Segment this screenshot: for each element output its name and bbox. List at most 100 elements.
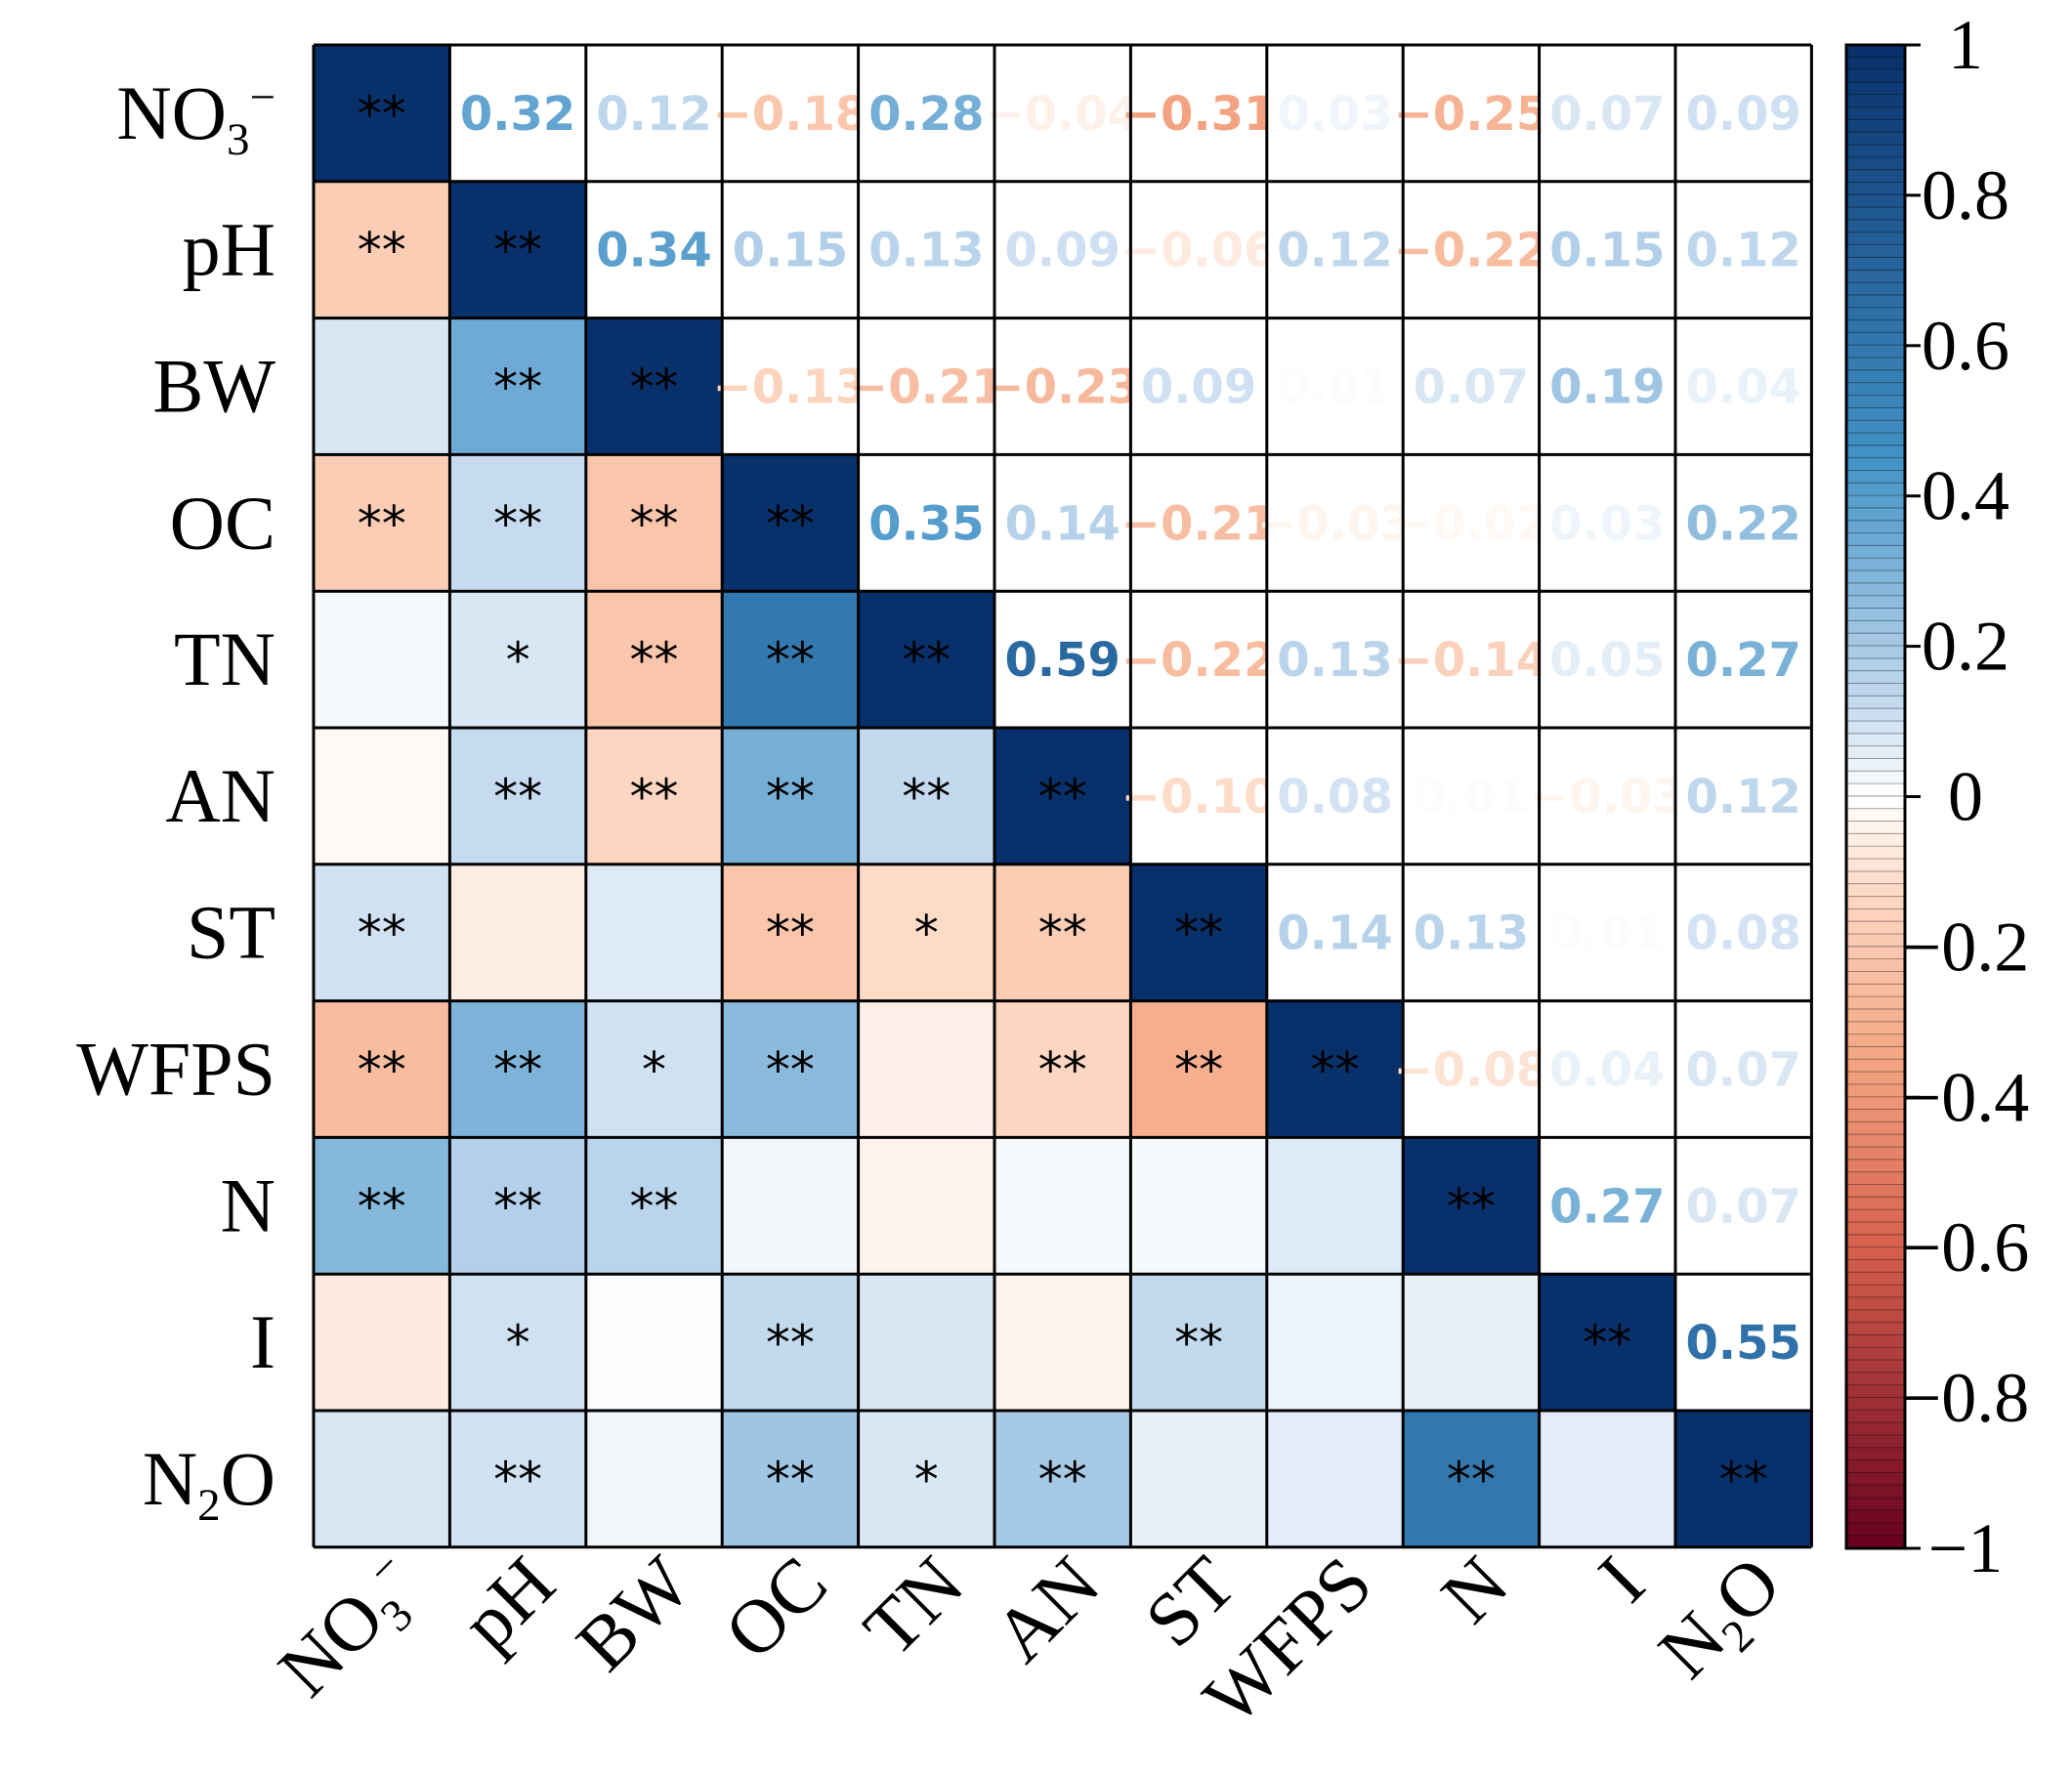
colorbar-stripe-4 bbox=[1846, 95, 1905, 108]
correlation-value-0-4: 0.28 bbox=[868, 87, 984, 142]
colorbar-stripe-37 bbox=[1846, 508, 1905, 522]
heatmap-cell-5-9 bbox=[1539, 728, 1675, 865]
heatmap-cell-1-1 bbox=[449, 181, 586, 318]
correlation-value-7-9: 0.04 bbox=[1549, 1043, 1665, 1098]
column-label-OC: OC bbox=[708, 1540, 843, 1674]
colorbar-stripe-99 bbox=[1846, 1285, 1905, 1299]
colorbar-stripe-50 bbox=[1846, 671, 1905, 685]
heatmap-cell-8-6 bbox=[1130, 1137, 1267, 1275]
heatmap-cell-7-1 bbox=[449, 1000, 586, 1138]
colorbar-stripe-57 bbox=[1846, 759, 1905, 773]
colorbar-stripe-56 bbox=[1846, 746, 1905, 760]
heatmap-cell-1-2 bbox=[585, 181, 723, 318]
colorbar-tick-label-0: 1 bbox=[1948, 6, 1983, 84]
correlation-value-0-6: −0.31 bbox=[1121, 87, 1277, 142]
significance-star-3-0: ** bbox=[358, 495, 406, 552]
correlation-value-0-2: 0.12 bbox=[596, 87, 711, 142]
correlation-value-0-1: 0.32 bbox=[460, 87, 575, 142]
heatmap-cell-3-6 bbox=[1130, 454, 1267, 592]
heatmap-cell-4-6 bbox=[1130, 591, 1267, 728]
heatmap-cell-1-8 bbox=[1403, 181, 1540, 318]
heatmap-cell-3-10 bbox=[1675, 454, 1812, 592]
heatmap-cell-9-10 bbox=[1675, 1274, 1812, 1411]
significance-star-1-0: ** bbox=[358, 223, 406, 279]
heatmap-cell-0-10 bbox=[1675, 45, 1812, 182]
colorbar-stripe-118 bbox=[1846, 1523, 1905, 1537]
heatmap-cell-7-10 bbox=[1675, 1000, 1812, 1138]
heatmap-cell-4-4 bbox=[858, 591, 994, 728]
heatmap-gridlines bbox=[312, 43, 1813, 1549]
correlation-value-1-9: 0.15 bbox=[1549, 224, 1665, 278]
significance-star-9-1: * bbox=[506, 1315, 530, 1372]
correlation-value-9-10: 0.55 bbox=[1685, 1316, 1800, 1371]
colorbar-stripe-23 bbox=[1846, 332, 1905, 347]
colorbar-stripe-38 bbox=[1846, 521, 1905, 534]
heatmap-cell-8-10 bbox=[1675, 1137, 1812, 1275]
colorbar-stripe-8 bbox=[1846, 145, 1905, 159]
row-label-NO3-: NO3− bbox=[116, 70, 275, 165]
correlation-value-1-8: −0.22 bbox=[1394, 224, 1549, 278]
colorbar-stripe-28 bbox=[1846, 396, 1905, 409]
significance-star-5-5: ** bbox=[1038, 769, 1087, 825]
correlation-value-4-10: 0.27 bbox=[1685, 633, 1800, 688]
significance-star-5-1: ** bbox=[493, 769, 542, 825]
colorbar-stripe-39 bbox=[1846, 533, 1905, 547]
heatmap-cell-6-10 bbox=[1675, 864, 1812, 1001]
colorbar-stripe-93 bbox=[1846, 1209, 1905, 1224]
colorbar-stripe-117 bbox=[1846, 1510, 1905, 1524]
colorbar-stripe-64 bbox=[1846, 846, 1905, 861]
heatmap-cell-5-7 bbox=[1266, 728, 1404, 865]
heatmap-cell-0-7 bbox=[1266, 45, 1404, 182]
colorbar-stripe-40 bbox=[1846, 546, 1905, 560]
colorbar: 1 0.8 0.6 0.4 0.2 0 −0.2 −0.4 −0.6 −0.8 −1 bbox=[1844, 6, 2030, 1587]
colorbar-tick-label-7: −0.4 bbox=[1902, 1058, 2030, 1136]
heatmap-cell-8-3 bbox=[722, 1137, 859, 1275]
colorbar-stripe-2 bbox=[1846, 69, 1905, 84]
colorbar-stripe-72 bbox=[1846, 947, 1905, 960]
significance-star-8-0: ** bbox=[358, 1178, 406, 1235]
heatmap-cell-3-2 bbox=[585, 454, 723, 592]
heatmap-cell-6-7 bbox=[1266, 864, 1404, 1001]
colorbar-tick-label-10: −1 bbox=[1928, 1509, 2004, 1587]
colorbar-stripe-53 bbox=[1846, 708, 1905, 723]
significance-star-3-3: ** bbox=[766, 495, 815, 552]
colorbar-stripe-36 bbox=[1846, 495, 1905, 510]
correlation-value-4-7: 0.13 bbox=[1277, 633, 1392, 688]
colorbar-stripe-108 bbox=[1846, 1398, 1905, 1412]
correlation-value-8-10: 0.07 bbox=[1685, 1179, 1800, 1234]
correlation-value-4-5: 0.59 bbox=[1004, 633, 1120, 688]
colorbar-stripe-12 bbox=[1846, 194, 1905, 209]
heatmap-cell-3-7 bbox=[1266, 454, 1404, 592]
colorbar-stripe-110 bbox=[1846, 1422, 1905, 1437]
heatmap-cell-0-9 bbox=[1539, 45, 1675, 182]
correlation-value-1-10: 0.12 bbox=[1685, 224, 1800, 278]
significance-star-9-9: ** bbox=[1583, 1315, 1631, 1372]
significance-star-3-1: ** bbox=[493, 495, 542, 552]
column-label-TN: TN bbox=[847, 1540, 979, 1671]
heatmap-cell-9-9 bbox=[1539, 1274, 1675, 1411]
significance-star-7-0: ** bbox=[358, 1042, 406, 1099]
colorbar-stripe-113 bbox=[1846, 1460, 1905, 1474]
heatmap-cell-3-0 bbox=[314, 454, 450, 592]
colorbar-stripe-101 bbox=[1846, 1310, 1905, 1324]
correlation-value-7-10: 0.07 bbox=[1685, 1043, 1800, 1098]
correlation-value-3-10: 0.22 bbox=[1685, 496, 1800, 551]
correlation-value-2-6: 0.09 bbox=[1141, 360, 1256, 415]
significance-star-9-3: ** bbox=[766, 1315, 815, 1372]
heatmap-cell-6-4 bbox=[858, 864, 994, 1001]
colorbar-stripe-61 bbox=[1846, 809, 1905, 823]
heatmap-cell-5-3 bbox=[722, 728, 859, 865]
correlation-value-5-6: −0.10 bbox=[1121, 770, 1277, 824]
heatmap-cell-6-0 bbox=[314, 864, 450, 1001]
heatmap-cell-2-5 bbox=[994, 317, 1131, 455]
heatmap-cell-0-4 bbox=[858, 45, 994, 182]
heatmap-cell-0-6 bbox=[1130, 45, 1267, 182]
heatmap-cell-3-4 bbox=[858, 454, 994, 592]
row-label-pH: pH bbox=[183, 207, 275, 292]
row-label-ST: ST bbox=[187, 890, 275, 975]
correlation-value-2-9: 0.19 bbox=[1549, 360, 1665, 415]
colorbar-stripe-32 bbox=[1846, 445, 1905, 459]
colorbar-stripe-91 bbox=[1846, 1185, 1905, 1199]
heatmap-cell-1-4 bbox=[858, 181, 994, 318]
significance-star-4-1: * bbox=[506, 632, 530, 689]
